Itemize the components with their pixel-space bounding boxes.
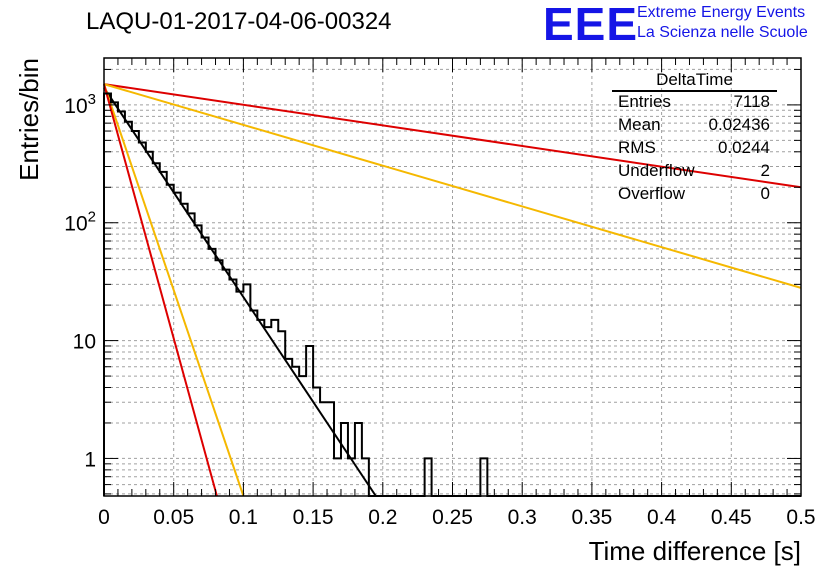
y-tick-label: 103 [64,91,96,118]
stats-value: 0.0244 [718,138,770,157]
x-tick-label: 0.35 [571,506,612,529]
fit-line-lower-orange [103,83,245,497]
grid-layer [104,58,801,496]
x-tick-label: 0.25 [432,506,473,529]
stats-label: RMS [618,138,656,157]
run-title: LAQU-01-2017-04-06-00324 [86,8,392,35]
fit-lines [103,83,802,497]
stats-value: 0.02436 [708,115,770,134]
x-tick-label: 0.5 [786,506,815,529]
x-axis-title: Time difference [s] [589,536,801,566]
x-tick-label: 0.4 [647,506,677,529]
stats-row-entries: Entries 7118 [618,92,770,114]
stats-divider [612,90,777,92]
x-tick-label: 0.2 [368,506,397,529]
x-tick-label: 0.1 [229,506,258,529]
axis-labels: 0 0.05 0.1 0.15 0.2 0.25 0.3 0.35 0.4 0.45 0.5 1 10 1… [14,58,816,566]
axes [103,57,802,497]
y-tick-label: 10 [73,331,96,354]
stats-label: Underflow [618,161,695,180]
stats-box: DeltaTime Entries 7118 Mean 0.02436 RMS … [612,70,777,210]
y-axis-title: Entries/bin [14,58,44,181]
fit-line-upper-orange [103,83,802,289]
x-tick-label: 0 [98,506,110,529]
x-tick-label: 0.15 [293,506,334,529]
y-tick-label: 102 [64,209,96,236]
stats-value: 7118 [733,92,770,111]
stats-row-underflow: Underflow 2 [618,161,770,183]
stats-value: 2 [760,161,770,180]
eee-logo: EEE [543,0,639,50]
stats-row-rms: RMS 0.0244 [618,138,770,160]
x-tick-label: 0.3 [508,506,537,529]
logo-subtitle-2: La Scienza nelle Scuole [637,24,808,41]
y-tick-label: 1 [84,448,96,471]
stats-label: Mean [618,115,661,134]
stats-row-overflow: Overflow 0 [618,184,770,206]
stats-row-mean: Mean 0.02436 [618,115,770,137]
fit-line-lower-red [103,83,218,497]
stats-value: 0 [760,184,770,203]
stats-title: DeltaTime [656,70,733,89]
stats-label: Entries [618,92,671,111]
x-tick-label: 0.45 [711,506,752,529]
logo-subtitle-1: Extreme Energy Events [637,4,806,21]
x-tick-label: 0.05 [153,506,194,529]
fit-line-upper-red [103,83,802,189]
stats-label: Overflow [618,184,686,203]
